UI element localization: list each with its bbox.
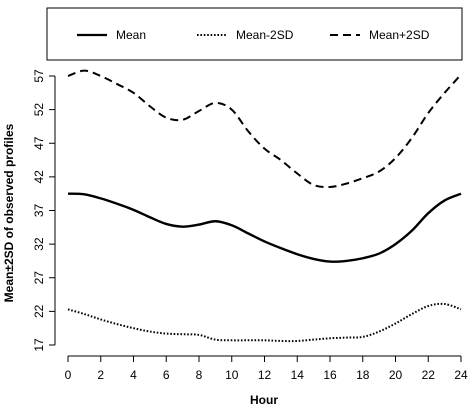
y-tick-label: 42 [32, 170, 46, 184]
legend-box [46, 7, 463, 61]
y-tick-label: 57 [32, 69, 46, 83]
x-tick-label: 20 [389, 368, 403, 382]
x-tick-label: 12 [258, 368, 272, 382]
x-axis-title: Hour [250, 393, 278, 407]
y-tick-label: 52 [32, 103, 46, 117]
legend-label: Mean+2SD [369, 28, 430, 42]
y-axis-title: Mean±2SD of observed profiles [2, 123, 16, 302]
x-tick-label: 8 [196, 368, 203, 382]
y-tick-label: 27 [32, 271, 46, 285]
x-tick-label: 6 [163, 368, 170, 382]
x-tick-label: 10 [225, 368, 239, 382]
legend: Mean Mean-2SD Mean+2SD [77, 28, 430, 42]
x-tick-label: 0 [65, 368, 72, 382]
x-tick-label: 22 [422, 368, 436, 382]
y-tick-label: 17 [32, 338, 46, 352]
series-line-mean-2sd [67, 302, 462, 343]
x-tick-label: 14 [291, 368, 305, 382]
y-tick-label: 37 [32, 204, 46, 218]
series-line-mean [67, 192, 462, 263]
y-tick-label: 22 [32, 304, 46, 318]
y-tick-label: 32 [32, 237, 46, 251]
legend-label: Mean [116, 28, 146, 42]
y-tick-label: 47 [32, 136, 46, 150]
x-tick-label: 24 [454, 368, 468, 382]
series-line-mean-2sd [67, 69, 462, 189]
x-tick-label: 16 [323, 368, 337, 382]
series [67, 69, 462, 343]
x-tick-label: 4 [130, 368, 137, 382]
legend-label: Mean-2SD [236, 28, 294, 42]
x-tick-label: 18 [356, 368, 370, 382]
x-tick-label: 2 [97, 368, 104, 382]
